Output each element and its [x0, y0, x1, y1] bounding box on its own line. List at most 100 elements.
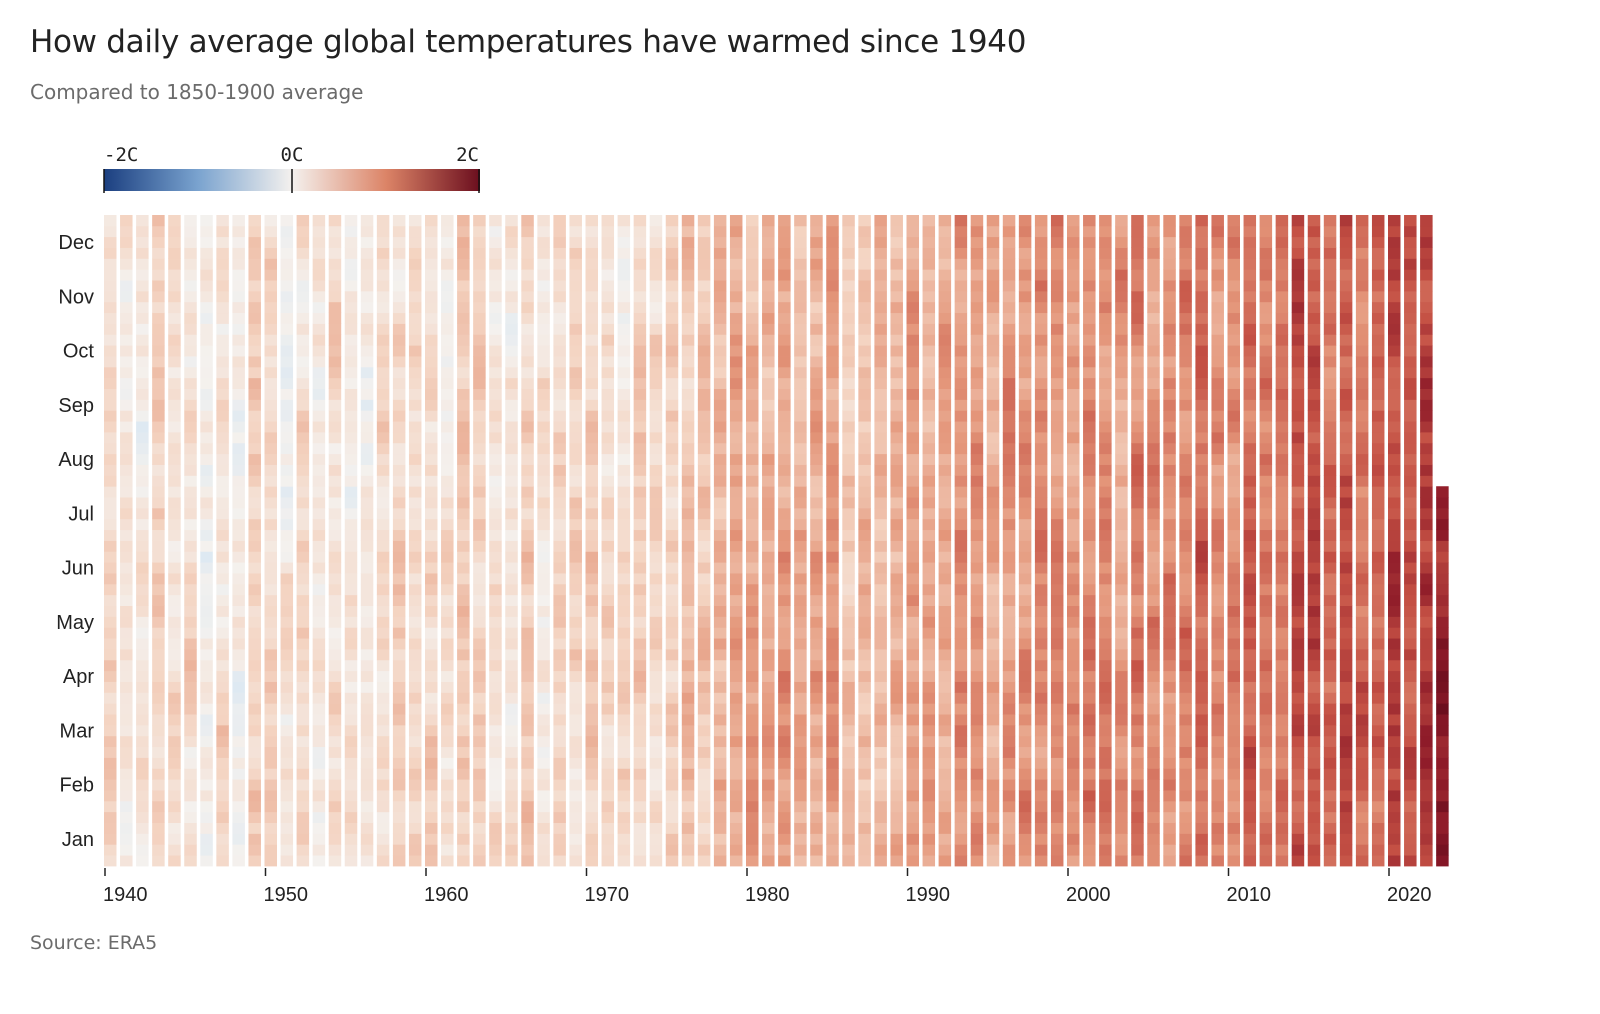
- heatmap-cell: [184, 616, 197, 628]
- heatmap-cell: [216, 366, 229, 379]
- heatmap-cell: [1388, 518, 1401, 531]
- heatmap-cell: [136, 638, 149, 650]
- heatmap-cell: [392, 475, 406, 487]
- heatmap-cell: [681, 757, 695, 769]
- heatmap-cell: [681, 627, 695, 639]
- heatmap-cell: [729, 388, 743, 400]
- heatmap-cell: [425, 627, 438, 639]
- heatmap-cell: [697, 247, 711, 259]
- heatmap-cell: [1323, 507, 1337, 520]
- heatmap-cell: [794, 692, 807, 704]
- heatmap-cell: [1018, 605, 1032, 617]
- heatmap-cell: [858, 366, 871, 379]
- heatmap-cell: [890, 779, 903, 791]
- heatmap-cell: [697, 258, 711, 270]
- heatmap-cell: [954, 280, 968, 292]
- heatmap-cell: [794, 800, 807, 813]
- heatmap-cell: [1034, 811, 1048, 823]
- heatmap-cell: [649, 714, 663, 726]
- heatmap-cell: [296, 486, 310, 498]
- heatmap-cell: [296, 583, 310, 596]
- heatmap-cell: [216, 768, 229, 780]
- heatmap-cell: [1083, 703, 1096, 715]
- heatmap-cell: [1083, 399, 1096, 411]
- heatmap-cell: [1259, 714, 1273, 726]
- heatmap-cell: [1018, 681, 1032, 693]
- heatmap-cell: [425, 518, 438, 531]
- heatmap-cell: [152, 442, 165, 455]
- heatmap-cell: [1339, 703, 1353, 715]
- heatmap-cell: [457, 312, 470, 324]
- heatmap-cell: [1275, 269, 1289, 281]
- heatmap-cell: [1371, 616, 1385, 628]
- heatmap-cell: [104, 551, 117, 563]
- heatmap-cell: [826, 345, 839, 357]
- heatmap-cell: [1018, 421, 1032, 433]
- heatmap-cell: [312, 540, 326, 552]
- heatmap-cell: [376, 236, 390, 248]
- heatmap-cell: [762, 247, 775, 259]
- heatmap-cell: [328, 638, 342, 650]
- heatmap-cell: [1147, 800, 1160, 813]
- heatmap-cell: [168, 356, 181, 368]
- heatmap-cell: [1323, 616, 1337, 628]
- heatmap-cell: [1388, 334, 1401, 346]
- heatmap-cell: [1002, 779, 1016, 791]
- heatmap-cell: [1083, 464, 1096, 476]
- heatmap-cell: [1227, 442, 1240, 455]
- heatmap-cell: [1083, 486, 1096, 498]
- heatmap-cell: [392, 540, 406, 552]
- heatmap-cell: [505, 649, 518, 661]
- heatmap-cell: [280, 518, 294, 531]
- heatmap-column-1978: [713, 215, 727, 867]
- heatmap-cell: [408, 540, 422, 552]
- heatmap-cell: [906, 247, 919, 259]
- heatmap-cell: [665, 800, 679, 813]
- heatmap-cell: [1163, 421, 1176, 433]
- heatmap-cell: [970, 236, 984, 248]
- heatmap-cell: [1371, 583, 1385, 596]
- heatmap-cell: [104, 746, 117, 758]
- heatmap-cell: [489, 627, 502, 639]
- heatmap-cell: [473, 811, 486, 823]
- heatmap-cell: [906, 790, 919, 802]
- heatmap-cell: [729, 301, 743, 314]
- heatmap-cell: [312, 811, 326, 823]
- heatmap-cell: [553, 703, 566, 715]
- heatmap-cell: [938, 529, 952, 541]
- heatmap-cell: [1163, 377, 1176, 389]
- heatmap-cell: [1339, 432, 1353, 444]
- heatmap-cell: [216, 236, 229, 248]
- heatmap-cell: [1115, 453, 1128, 465]
- heatmap-cell: [1404, 616, 1417, 628]
- heatmap-cell: [344, 518, 358, 531]
- heatmap-cell: [280, 258, 294, 270]
- heatmap-cell: [489, 811, 502, 823]
- heatmap-cell: [312, 225, 326, 238]
- heatmap-cell: [810, 649, 823, 661]
- heatmap-cell: [248, 670, 261, 682]
- heatmap-cell: [569, 627, 582, 639]
- heatmap-cell: [184, 301, 197, 314]
- heatmap-cell: [1083, 735, 1096, 748]
- heatmap-cell: [954, 432, 968, 444]
- heatmap-cell: [1002, 768, 1016, 780]
- heatmap-cell: [1404, 453, 1417, 465]
- heatmap-cell: [826, 421, 839, 433]
- heatmap-cell: [954, 475, 968, 487]
- heatmap-cell: [778, 366, 791, 379]
- heatmap-cell: [152, 768, 165, 780]
- heatmap-cell: [1083, 312, 1096, 324]
- heatmap-cell: [810, 215, 823, 227]
- heatmap-cell: [746, 247, 759, 259]
- heatmap-cell: [954, 692, 968, 704]
- heatmap-cell: [1227, 464, 1240, 476]
- heatmap-cell: [296, 236, 310, 248]
- heatmap-cell: [906, 345, 919, 357]
- heatmap-cell: [457, 410, 470, 422]
- heatmap-cell: [1083, 225, 1096, 238]
- heatmap-cell: [1034, 551, 1048, 563]
- heatmap-cell: [585, 768, 598, 780]
- heatmap-cell: [970, 844, 984, 856]
- heatmap-cell: [858, 649, 871, 661]
